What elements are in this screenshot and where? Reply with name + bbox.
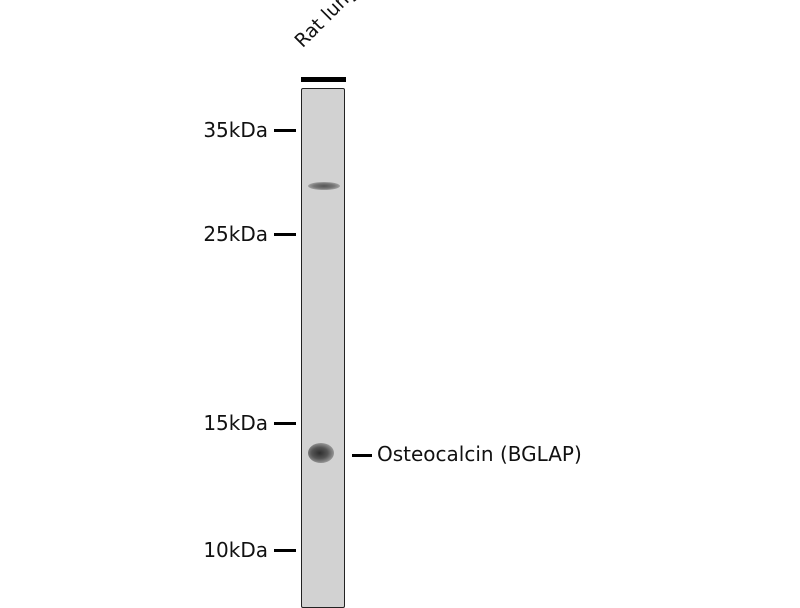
band-osteocalcin bbox=[308, 443, 334, 463]
lane-label: Rat lung bbox=[290, 0, 363, 52]
marker-tick bbox=[274, 421, 296, 425]
target-label: Osteocalcin (BGLAP) bbox=[377, 442, 582, 466]
marker-tick bbox=[274, 548, 296, 552]
marker-tick bbox=[274, 232, 296, 236]
marker-label: 15kDa bbox=[203, 411, 268, 435]
marker-label: 10kDa bbox=[203, 538, 268, 562]
marker-tick bbox=[274, 128, 296, 132]
marker-15kda: 15kDa bbox=[0, 411, 296, 443]
marker-25kda: 25kDa bbox=[0, 222, 296, 254]
lane-bar bbox=[301, 77, 346, 82]
marker-label: 35kDa bbox=[203, 118, 268, 142]
marker-label: 25kDa bbox=[203, 222, 268, 246]
marker-35kda: 35kDa bbox=[0, 118, 296, 150]
marker-10kda: 10kDa bbox=[0, 538, 296, 570]
target-tick bbox=[352, 453, 372, 457]
band-upper bbox=[308, 182, 340, 190]
blot-lane bbox=[301, 88, 345, 608]
